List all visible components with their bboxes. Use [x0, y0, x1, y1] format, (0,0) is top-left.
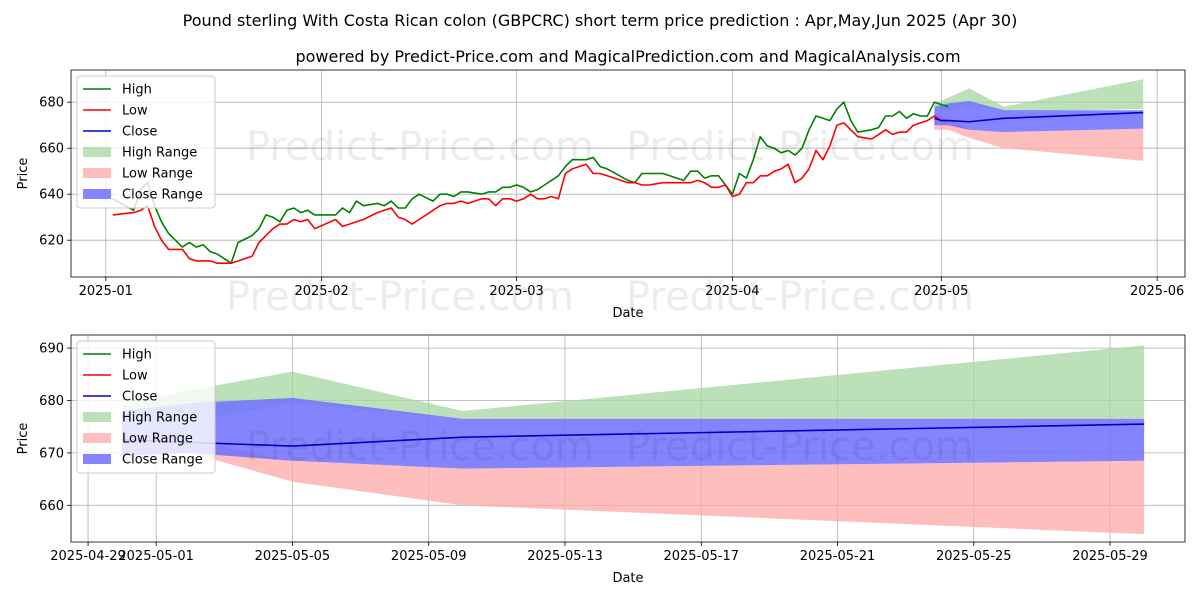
y-tick-label: 670	[39, 446, 64, 461]
x-tick-label: 2025-05-25	[936, 549, 1012, 564]
legend-swatch-low-range	[83, 433, 111, 443]
y-tick-label: 660	[39, 142, 64, 157]
x-tick-label: 2025-04-29	[50, 549, 126, 564]
bottom-panel: Predict-Price.com Predict-Price.com 2025-0…	[16, 334, 1186, 586]
x-axis-label: Date	[612, 571, 643, 586]
x-tick-label: 2025-05-29	[1072, 549, 1148, 564]
x-tick-label: 2025-04	[705, 284, 759, 299]
legend-swatch-close-range	[83, 189, 111, 199]
x-tick-label: 2025-05-17	[663, 549, 739, 564]
x-tick-label: 2025-05-09	[391, 549, 467, 564]
x-tick-label: 2025-05-21	[800, 549, 876, 564]
watermark-text: Predict-Price.com	[626, 124, 974, 170]
x-tick-label: 2025-06	[1130, 284, 1184, 299]
plot-frame	[70, 69, 1186, 278]
legend-swatch-close-range	[83, 454, 111, 464]
y-tick-label: 640	[39, 188, 64, 203]
legend-label-high: High	[122, 348, 152, 363]
watermark-text: Predict-Price.com	[626, 274, 974, 320]
y-axis-label: Price	[16, 158, 31, 190]
watermark-text: Predict-Price.com	[246, 124, 594, 170]
low-series-line	[112, 115, 949, 265]
legend-swatch-high-range	[83, 412, 111, 422]
legend-label-high-range: High Range	[122, 411, 197, 426]
legend-label-low-range: Low Range	[122, 432, 193, 447]
legend-box	[76, 340, 216, 474]
close-series-line	[934, 111, 1144, 123]
legend-label-low: Low	[122, 369, 148, 384]
y-tick-label: 690	[39, 342, 64, 357]
watermark-text: Predict-Price.com	[246, 424, 594, 470]
x-axis-label: Date	[612, 306, 643, 321]
legend-swatch-high-range	[83, 147, 111, 157]
y-tick-label: 620	[39, 234, 64, 249]
y-tick-label: 660	[39, 499, 64, 514]
plot-frame	[70, 334, 1186, 543]
legend-label-close-range: Close Range	[122, 188, 203, 203]
y-tick-label: 680	[39, 394, 64, 409]
x-tick-label: 2025-05-05	[255, 549, 331, 564]
watermark-text: Predict-Price.com	[626, 424, 974, 470]
legend-label-close: Close	[122, 125, 157, 140]
top-panel: Predict-Price.com Predict-Price.com Predic…	[16, 69, 1186, 321]
legend-label-low: Low	[122, 104, 148, 119]
legend-box	[76, 75, 216, 209]
high-series-line	[112, 101, 949, 265]
legend: High Low Close High Range Low Range Close Ran…	[76, 75, 216, 209]
x-tick-label: 2025-03	[489, 284, 543, 299]
x-tick-label: 2025-01	[79, 284, 133, 299]
y-tick-label: 680	[39, 96, 64, 111]
legend-swatch-low-range	[83, 168, 111, 178]
legend-label-high: High	[122, 83, 152, 98]
legend-label-low-range: Low Range	[122, 167, 193, 182]
legend-label-close-range: Close Range	[122, 453, 203, 468]
x-tick-label: 2025-05-01	[118, 549, 194, 564]
x-tick-label: 2025-02	[294, 284, 348, 299]
low-range-band	[934, 113, 1144, 161]
x-tick-label: 2025-05	[914, 284, 968, 299]
x-tick-label: 2025-05-13	[527, 549, 603, 564]
low-range-band	[122, 431, 1145, 535]
legend-label-close: Close	[122, 390, 157, 405]
chart-subtitle: powered by Predict-Price.com and Magical…	[295, 47, 960, 66]
y-axis-label: Price	[16, 423, 31, 455]
high-range-band	[934, 79, 1144, 112]
legend-label-high-range: High Range	[122, 146, 197, 161]
high-range-band	[122, 345, 1145, 422]
chart-title: Pound sterling With Costa Rican colon (G…	[183, 11, 1018, 30]
watermark-text: Predict-Price.com	[226, 274, 574, 320]
grid	[71, 70, 1185, 277]
legend: High Low Close High Range Low Range Close Ran…	[76, 340, 216, 474]
